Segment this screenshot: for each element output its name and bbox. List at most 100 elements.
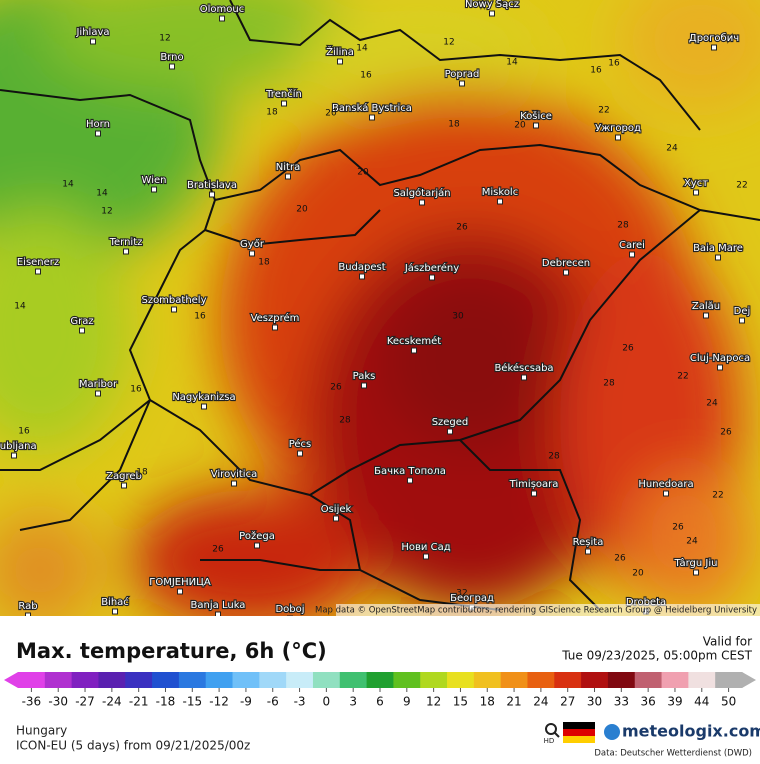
color-legend: -36 -30 -27 -24 -21 -18 -15 -12 -9 -6 -3 0 3 6 9 12 15 18… (4, 672, 756, 709)
isotherm-label: 18 (136, 468, 148, 478)
legend-swatch (554, 672, 582, 688)
city-label: Хуст (684, 178, 708, 189)
city-label: Békéscsaba (494, 362, 553, 374)
legend-tick-label: 12 (426, 695, 441, 709)
city-label: Jászberény (404, 262, 459, 274)
city-marker (285, 173, 291, 180)
valid-time: Tue 09/23/2025, 05:00pm CEST (561, 649, 752, 663)
legend-swatch (473, 672, 502, 688)
isotherm-label: 18 (448, 120, 460, 130)
legend-swatch (232, 672, 260, 688)
isotherm-label: 16 (608, 59, 620, 69)
legend-swatch (98, 672, 126, 688)
legend-tick-label: -24 (102, 695, 122, 709)
city-label: Bihać (101, 596, 129, 608)
legend-tick-label: -21 (129, 695, 149, 709)
city-label: Salgótarján (393, 187, 450, 199)
legend-swatch (18, 672, 46, 688)
isotherm-label: 26 (614, 554, 626, 564)
legend-tick-label: 3 (349, 695, 357, 709)
attribution-bg (336, 604, 760, 616)
zoom-icon-handle (554, 732, 560, 738)
legend-swatch (312, 672, 341, 688)
isotherm-label: 26 (330, 383, 342, 393)
city-marker (79, 327, 85, 334)
city-marker (521, 374, 527, 381)
city-marker (249, 250, 255, 257)
city-label: Poprad (445, 69, 480, 80)
city-label: Horn (86, 119, 110, 130)
city-marker (663, 490, 669, 497)
legend-tick-label: 27 (560, 695, 575, 709)
region: Hungary (16, 724, 67, 738)
city-marker (219, 15, 225, 22)
city-label: Doboj (275, 604, 304, 615)
isotherm-label: 26 (456, 223, 468, 233)
isotherm-label: 22 (712, 491, 723, 501)
model: ICON-EU (5 days) from 09/21/2025/00z (16, 739, 250, 753)
isotherm-label: 14 (14, 302, 26, 312)
brand-logo (604, 724, 620, 740)
city-marker (739, 317, 745, 324)
city-marker (411, 347, 417, 354)
legend-tick-label: -6 (267, 695, 279, 709)
city-marker (231, 480, 237, 487)
city-marker (171, 306, 177, 313)
city-label: Požega (239, 530, 275, 542)
isotherm-label: 24 (686, 537, 698, 547)
legend-tick-label: 0 (323, 695, 331, 709)
legend-arrow-left (4, 672, 18, 688)
city-label: Ternitz (109, 237, 143, 248)
flag-black (563, 722, 595, 729)
city-marker (361, 382, 367, 389)
city-marker (703, 312, 709, 319)
city-marker (629, 251, 635, 258)
city-label: Veszprém (251, 312, 300, 324)
city-marker (287, 615, 293, 616)
zoom-icon[interactable] (545, 723, 557, 735)
city-label: Wien (142, 175, 167, 186)
city-marker (715, 254, 721, 261)
isotherm-label: 28 (548, 452, 560, 462)
city-label: Bratislava (187, 180, 237, 191)
isotherm-label: 14 (62, 180, 74, 190)
legend-swatch (607, 672, 636, 688)
city-label: Debrecen (542, 258, 590, 269)
legend-swatch (581, 672, 609, 688)
legend-swatch (152, 672, 180, 688)
hd-label[interactable]: HD (544, 737, 555, 745)
legend-swatch (688, 672, 716, 688)
legend-swatch (634, 672, 663, 688)
isotherm-label: 22 (677, 372, 688, 382)
city-label: Дрогобич (689, 33, 739, 44)
legend-tick-label: -12 (209, 695, 229, 709)
city-marker (447, 428, 453, 435)
isotherm-label: 18 (266, 108, 278, 118)
legend-tick-label: -36 (22, 695, 42, 709)
isotherm-label: 14 (356, 44, 368, 54)
flag-gold (563, 736, 595, 743)
city-label: Jihlava (75, 27, 109, 38)
city-label: Zagreb (106, 471, 142, 482)
legend-tick-label: 6 (376, 695, 384, 709)
isotherm-label: 16 (18, 427, 30, 437)
isotherm-label: 20 (325, 109, 337, 119)
city-label: Graz (70, 316, 93, 327)
legend-tick-label: -30 (48, 695, 68, 709)
city-label: ГОМЈЕНИЦА (149, 577, 211, 588)
city-label: Hunedoara (638, 479, 693, 490)
isotherm-label: 30 (452, 312, 464, 322)
legend-swatch (71, 672, 99, 688)
legend-swatch (500, 672, 528, 688)
legend-swatch (661, 672, 689, 688)
legend-tick-label: -18 (156, 695, 176, 709)
city-label: Rab (18, 601, 37, 612)
brand[interactable]: meteologix.com (622, 722, 760, 741)
legend-tick-label: -9 (240, 695, 252, 709)
city-marker (419, 199, 425, 206)
legend-tick-label: 24 (533, 695, 548, 709)
isotherm-label: 16 (590, 66, 602, 76)
city-label: Београд (450, 593, 494, 604)
legend-tick-label: 39 (667, 695, 682, 709)
